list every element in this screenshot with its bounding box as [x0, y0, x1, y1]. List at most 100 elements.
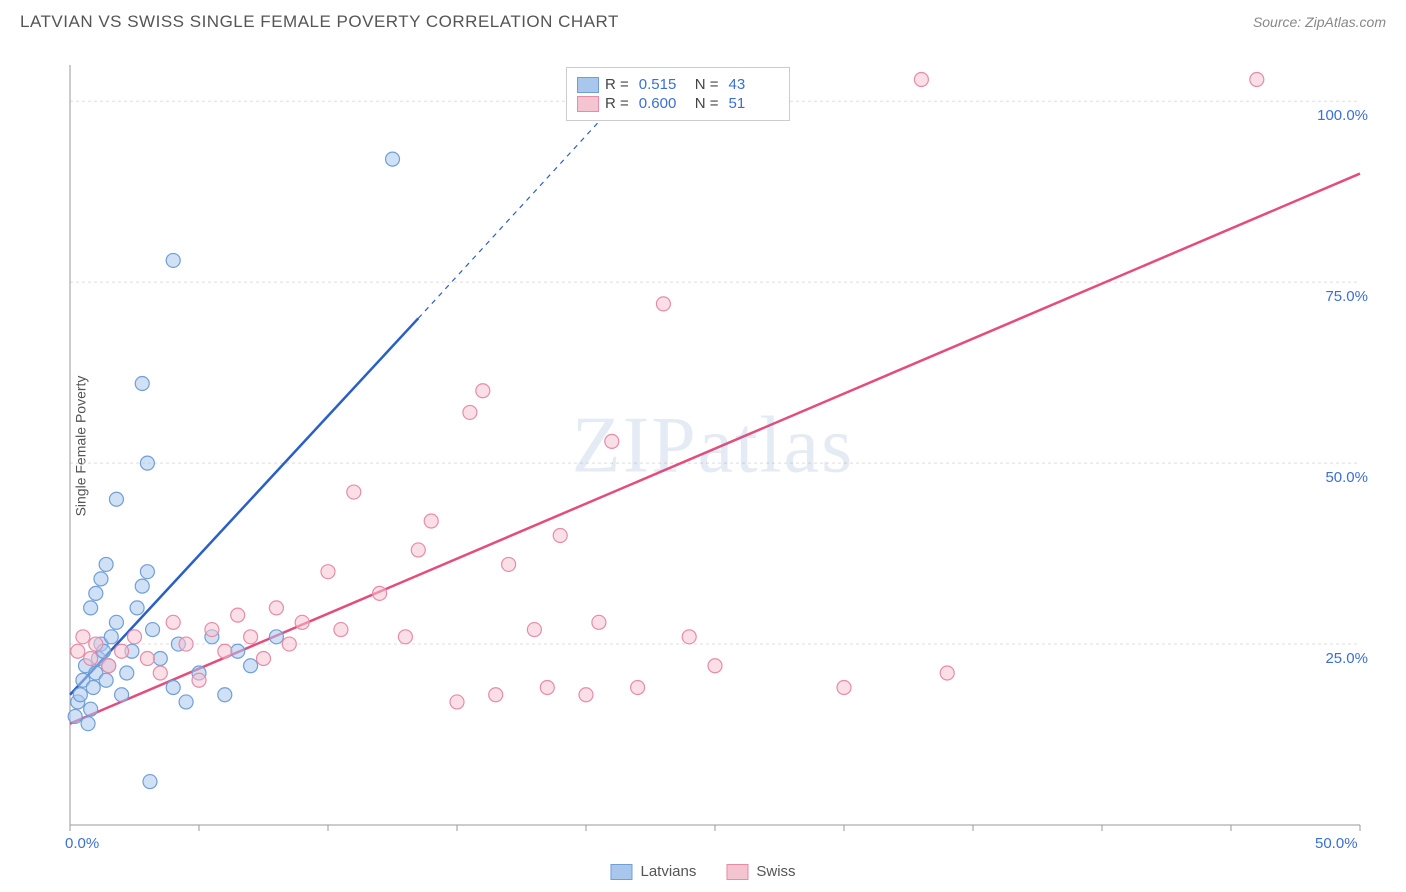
data-point: [269, 630, 283, 644]
data-point: [295, 615, 309, 629]
data-point: [130, 601, 144, 615]
data-point: [489, 688, 503, 702]
data-point: [84, 702, 98, 716]
data-point: [553, 528, 567, 542]
legend-r-value: 0.600: [639, 95, 689, 112]
data-point: [1250, 72, 1264, 86]
data-point: [914, 72, 928, 86]
x-tick-label: 0.0%: [65, 835, 99, 852]
data-point: [218, 688, 232, 702]
data-point: [140, 652, 154, 666]
data-point: [94, 572, 108, 586]
data-point: [68, 709, 82, 723]
data-point: [579, 688, 593, 702]
data-point: [282, 637, 296, 651]
data-point: [424, 514, 438, 528]
data-point: [231, 644, 245, 658]
legend-swatch: [726, 864, 748, 880]
data-point: [386, 152, 400, 166]
chart-header: LATVIAN VS SWISS SINGLE FEMALE POVERTY C…: [0, 0, 1406, 40]
data-point: [411, 543, 425, 557]
data-point: [109, 492, 123, 506]
data-point: [166, 615, 180, 629]
chart-plot-area: ZIPatlas R =0.515N =43R =0.600N =51 25.0…: [50, 50, 1376, 842]
data-point: [257, 652, 271, 666]
data-point: [179, 695, 193, 709]
data-point: [269, 601, 283, 615]
legend-r-label: R =: [605, 76, 629, 93]
data-point: [81, 717, 95, 731]
data-point: [940, 666, 954, 680]
data-point: [527, 623, 541, 637]
y-tick-label: 25.0%: [1325, 650, 1368, 667]
data-point: [71, 644, 85, 658]
data-point: [135, 579, 149, 593]
source-citation: Source: ZipAtlas.com: [1253, 14, 1386, 30]
data-point: [682, 630, 696, 644]
data-point: [592, 615, 606, 629]
data-point: [205, 623, 219, 637]
legend-swatch: [610, 864, 632, 880]
data-point: [398, 630, 412, 644]
data-point: [73, 688, 87, 702]
data-point: [347, 485, 361, 499]
data-point: [244, 630, 258, 644]
y-tick-label: 75.0%: [1325, 288, 1368, 305]
data-point: [120, 666, 134, 680]
legend-row: R = 0.515 N = 43: [577, 76, 779, 93]
legend-n-label: N =: [695, 95, 719, 112]
data-point: [109, 615, 123, 629]
data-point: [231, 608, 245, 622]
data-point: [656, 297, 670, 311]
data-point: [334, 623, 348, 637]
legend-item: Latvians: [610, 863, 696, 880]
data-point: [140, 565, 154, 579]
legend-series-name: Latvians: [640, 863, 696, 880]
legend-r-label: R =: [605, 95, 629, 112]
x-tick-label: 50.0%: [1315, 835, 1358, 852]
data-point: [146, 623, 160, 637]
series-legend: Latvians Swiss: [610, 863, 795, 880]
data-point: [218, 644, 232, 658]
data-point: [192, 673, 206, 687]
data-point: [115, 644, 129, 658]
scatter-chart: [50, 50, 1376, 842]
data-point: [135, 376, 149, 390]
legend-r-value: 0.515: [639, 76, 689, 93]
data-point: [89, 637, 103, 651]
data-point: [321, 565, 335, 579]
data-point: [76, 630, 90, 644]
data-point: [104, 630, 118, 644]
data-point: [84, 601, 98, 615]
data-point: [450, 695, 464, 709]
data-point: [166, 680, 180, 694]
data-point: [102, 659, 116, 673]
y-tick-label: 50.0%: [1325, 469, 1368, 486]
data-point: [631, 680, 645, 694]
data-point: [244, 659, 258, 673]
data-point: [140, 456, 154, 470]
data-point: [166, 253, 180, 267]
chart-title: LATVIAN VS SWISS SINGLE FEMALE POVERTY C…: [20, 12, 619, 32]
legend-n-value: 43: [729, 76, 779, 93]
data-point: [143, 775, 157, 789]
data-point: [115, 688, 129, 702]
data-point: [86, 680, 100, 694]
data-point: [153, 652, 167, 666]
legend-n-value: 51: [729, 95, 779, 112]
data-point: [476, 384, 490, 398]
legend-item: Swiss: [726, 863, 795, 880]
legend-series-name: Swiss: [756, 863, 795, 880]
data-point: [605, 434, 619, 448]
legend-row: R = 0.600 N = 51: [577, 95, 779, 112]
correlation-legend: R = 0.515 N = 43 R = 0.600 N = 51: [566, 67, 790, 121]
legend-n-label: N =: [695, 76, 719, 93]
data-point: [708, 659, 722, 673]
trend-line: [70, 174, 1360, 724]
data-point: [84, 652, 98, 666]
data-point: [540, 680, 554, 694]
data-point: [373, 586, 387, 600]
data-point: [179, 637, 193, 651]
data-point: [153, 666, 167, 680]
data-point: [99, 673, 113, 687]
